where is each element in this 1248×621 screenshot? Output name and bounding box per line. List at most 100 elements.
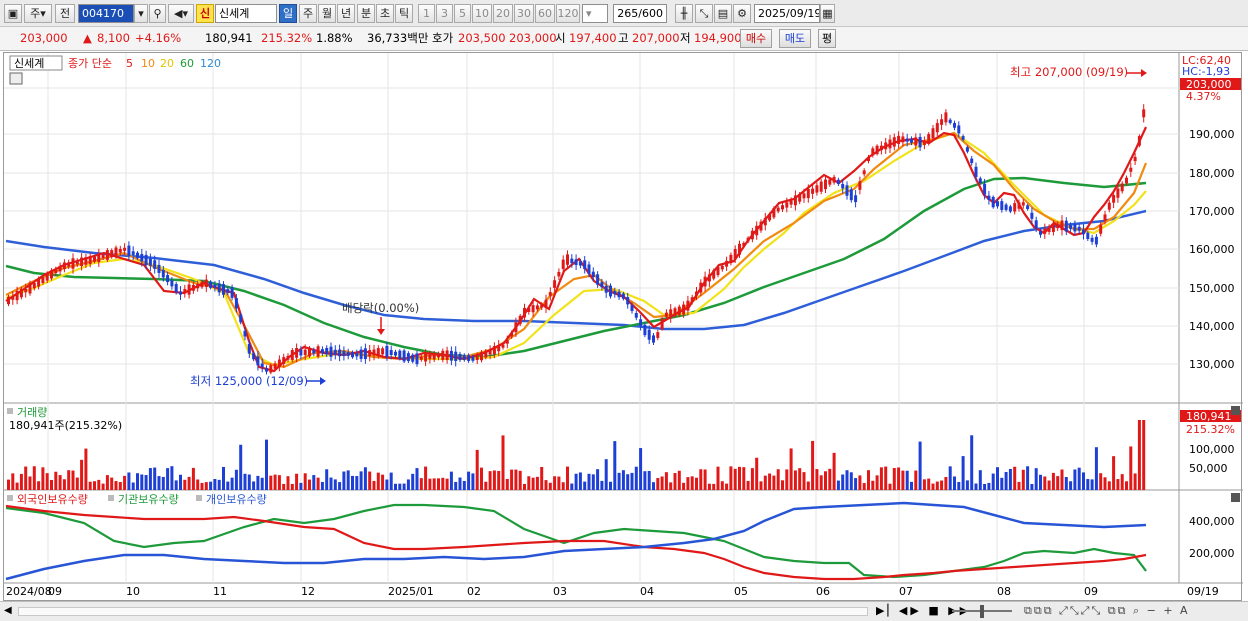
interval-3[interactable]: 3 — [436, 4, 453, 23]
volume-bar — [118, 482, 122, 490]
volume-bar — [114, 481, 118, 490]
interval-120[interactable]: 120 — [556, 4, 580, 23]
period-second[interactable]: 초 — [376, 4, 394, 23]
volume-bar — [243, 473, 247, 490]
ytick-170000: 170,000 — [1189, 205, 1235, 218]
count-field[interactable]: 265/600 — [613, 4, 667, 23]
candle-body — [518, 315, 522, 325]
calculator-icon[interactable] — [9, 72, 23, 85]
sell-button[interactable]: 매도 — [779, 29, 811, 48]
volume-ytick-100000: 100,000 — [1189, 443, 1235, 456]
candle-body — [191, 284, 195, 291]
high-annotation: 최고 207,000 (09/19) — [1010, 65, 1128, 79]
period-year[interactable]: 년 — [337, 4, 355, 23]
volume-bar — [454, 481, 458, 490]
xlabel-12: 12 — [301, 585, 315, 598]
candle-body — [557, 271, 561, 277]
candle-body — [677, 306, 681, 316]
candle-body — [325, 348, 329, 355]
volume-bar — [716, 466, 720, 490]
period-day[interactable]: 일 — [279, 4, 297, 23]
search-icon[interactable]: ⚲ — [149, 4, 166, 23]
candle-body — [157, 264, 161, 273]
candle-body — [858, 181, 862, 190]
volume-bar — [424, 466, 428, 490]
zoom-slider-handle[interactable] — [980, 605, 984, 618]
candle-body — [372, 349, 376, 356]
window-menu-icon[interactable]: ▣ — [4, 4, 22, 23]
interval-20[interactable]: 20 — [493, 4, 513, 23]
stock-name-field[interactable]: 신세계 — [215, 4, 277, 23]
stock-code-input[interactable]: 004170 — [78, 4, 134, 23]
volume-ytick-50000: 50,000 — [1189, 462, 1228, 475]
prev-button[interactable]: 전 — [55, 4, 75, 23]
candle-body — [424, 353, 428, 362]
eval-button[interactable]: 평 — [818, 29, 836, 48]
candle-body — [1056, 224, 1060, 229]
holding-close-icon[interactable] — [1231, 493, 1240, 502]
candle-body — [961, 136, 965, 140]
market-select[interactable]: 주▾ — [24, 4, 52, 23]
speaker-icon[interactable]: ◀▾ — [168, 4, 194, 23]
buy-button[interactable]: 매수 — [740, 29, 772, 48]
candle-body — [105, 250, 109, 260]
volume-info: 180,941주(215.32%) — [9, 419, 122, 432]
candle-body — [510, 332, 514, 337]
holding-legend-foreign: 외국인보유수량 — [17, 493, 88, 506]
interval-1[interactable]: 1 — [418, 4, 435, 23]
candle-body — [303, 349, 307, 356]
chart-type-icon[interactable]: ╫ — [675, 4, 693, 23]
volume-bar — [406, 479, 410, 490]
candle-body — [282, 357, 286, 365]
chart-frame[interactable]: 신세계 종가 단순 5 10 20 60 120 LC:62,40 HC:-1,… — [3, 52, 1243, 602]
scroll-left-icon[interactable]: ◀ — [4, 605, 12, 616]
market-select-label: 주 — [30, 7, 41, 20]
stock-chart[interactable]: 신세계 종가 단순 5 10 20 60 120 LC:62,40 HC:-1,… — [4, 53, 1243, 602]
volume-bar — [802, 472, 806, 490]
calendar-icon[interactable]: ▦ — [820, 4, 835, 23]
candle-body — [166, 275, 170, 283]
period-minute[interactable]: 분 — [357, 4, 375, 23]
save-icon[interactable]: ▤ — [714, 4, 732, 23]
interval-5[interactable]: 5 — [454, 4, 471, 23]
volume-close-icon[interactable] — [1231, 406, 1240, 415]
interval-select[interactable]: ▾ — [582, 4, 608, 23]
period-week[interactable]: 주 — [299, 4, 317, 23]
volume-bar — [1000, 477, 1004, 490]
candle-body — [978, 178, 982, 183]
volume-bar — [148, 468, 152, 490]
compare-icon[interactable]: ⤡ — [695, 4, 713, 23]
volume-bar — [1125, 481, 1128, 490]
chart-tools[interactable]: ⧉⧉⧉ ⤢⤡⤢⤡ ⧉⧉ ⌕ − + A — [1024, 604, 1190, 617]
period-tick[interactable]: 틱 — [395, 4, 413, 23]
interval-30[interactable]: 30 — [514, 4, 534, 23]
candle-body — [561, 259, 565, 269]
volume-bar — [471, 473, 475, 490]
candle-body — [1026, 205, 1030, 210]
volume-bar — [884, 466, 888, 490]
candle-body — [492, 346, 496, 355]
volume-bar — [170, 466, 174, 490]
volume-bar — [647, 470, 651, 490]
volume-bar — [510, 469, 514, 490]
interval-60[interactable]: 60 — [535, 4, 555, 23]
volume-bar — [768, 473, 772, 490]
horizontal-scrollbar[interactable] — [18, 607, 868, 616]
candle-body — [944, 112, 948, 123]
playback-controls[interactable]: ▶▏◀▶ ■ ▶▶ — [876, 604, 972, 617]
date-field[interactable]: 2025/09/19 — [754, 4, 820, 23]
volume-bar — [720, 481, 724, 490]
candle-body — [286, 355, 290, 360]
volume-bar — [652, 482, 655, 490]
candle-body — [910, 138, 913, 143]
volume-bar — [841, 474, 845, 490]
candle-body — [1073, 224, 1077, 232]
volume-bar — [1056, 476, 1060, 490]
settings-gear-icon[interactable]: ⚙ — [733, 4, 751, 23]
code-dropdown-icon[interactable]: ▾ — [134, 4, 148, 23]
interval-10[interactable]: 10 — [472, 4, 492, 23]
period-month[interactable]: 월 — [318, 4, 336, 23]
candle-body — [50, 270, 53, 279]
candle-body — [626, 297, 630, 305]
candle-body — [338, 349, 342, 357]
